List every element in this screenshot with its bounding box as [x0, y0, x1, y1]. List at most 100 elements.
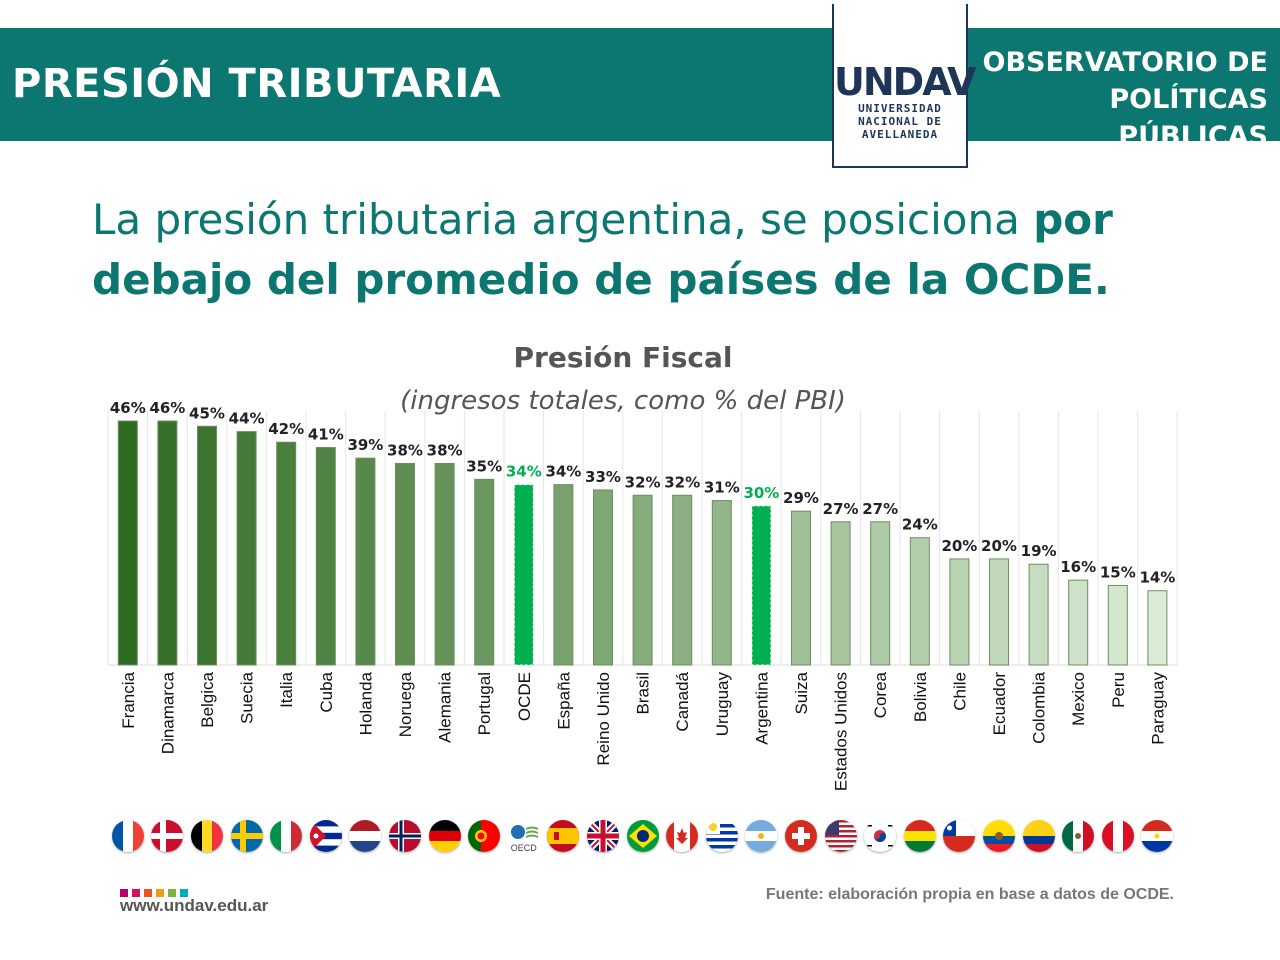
tick-label: Corea — [871, 671, 890, 718]
bar-suiza — [791, 510, 811, 666]
footer-dot — [132, 889, 140, 897]
colombia-flag-icon — [1022, 820, 1055, 852]
data-label: 31% — [704, 479, 740, 497]
bar-portugal — [474, 478, 495, 666]
tick-label: Alemania — [436, 671, 455, 742]
uk-flag-icon — [587, 820, 619, 852]
france-flag-icon — [111, 820, 144, 852]
data-label: 27% — [823, 500, 859, 518]
header-banner — [0, 28, 1280, 141]
bar-reino-unido — [593, 489, 613, 666]
logo-line-2: NACIONAL DE — [858, 115, 942, 128]
bar-corea — [870, 521, 891, 666]
page-title: PRESIÓN TRIBUTARIA — [12, 61, 502, 107]
logo-line-1: UNIVERSIDAD — [858, 102, 942, 115]
tick-label: Bolivia — [911, 671, 930, 722]
tick-label: Uruguay — [713, 672, 732, 737]
bolivia-flag-icon — [903, 820, 936, 852]
bar-holanda — [355, 457, 376, 666]
tick-label: Italia — [277, 671, 296, 707]
chile-flag-icon — [943, 820, 976, 852]
sweden-flag-icon — [230, 820, 263, 852]
uruguay-flag-icon — [705, 820, 738, 852]
ecuador-flag-icon — [983, 820, 1015, 852]
paraguay-flag-icon — [1141, 820, 1174, 852]
data-label: 14% — [1139, 569, 1175, 587]
headline-end: . — [1093, 255, 1110, 304]
footer-dot — [144, 889, 152, 897]
bar-chile — [949, 558, 970, 666]
data-label: 20% — [941, 537, 977, 555]
data-label: 44% — [229, 410, 265, 428]
tick-label: Dinamarca — [158, 671, 177, 754]
data-label: 39% — [347, 436, 383, 454]
data-label: 27% — [862, 500, 898, 518]
bar-colombia — [1028, 563, 1049, 666]
norway-flag-icon — [389, 820, 421, 852]
data-label: 30% — [743, 484, 779, 502]
korea-flag-icon — [864, 820, 897, 852]
tick-label: Argentina — [752, 671, 771, 744]
italy-flag-icon — [270, 820, 303, 852]
bar-estados-unidos — [830, 521, 851, 666]
undav-logo: UNDAV UNIVERSIDAD NACIONAL DE AVELLANEDA — [832, 4, 976, 168]
data-label: 29% — [783, 489, 819, 507]
oecd-logo-icon: OECD — [507, 820, 540, 853]
chart-title: Presión Fiscal — [514, 341, 733, 374]
argentina-flag-icon — [745, 820, 778, 852]
cuba-flag-icon — [309, 820, 342, 852]
portugal-flag-icon — [468, 820, 501, 852]
oecd-label: OECD — [510, 843, 537, 853]
bar-uruguay — [711, 500, 732, 666]
spain-flag-icon — [547, 820, 580, 852]
bar-noruega — [395, 462, 415, 666]
data-label: 24% — [902, 516, 938, 534]
bar-canadá — [672, 494, 693, 666]
tick-label: Colombia — [1030, 671, 1049, 743]
bar-bolivia — [909, 537, 930, 666]
bar-peru — [1107, 584, 1128, 666]
bar-paraguay — [1147, 590, 1168, 666]
bar-argentina — [751, 505, 772, 666]
tick-label: Canadá — [673, 671, 692, 731]
belgium-flag-icon — [191, 820, 223, 852]
bar-cuba — [315, 447, 336, 666]
logo-mark: UNDAV — [834, 60, 976, 104]
footer-source: Fuente: elaboración propia en base a dat… — [765, 886, 1174, 903]
observatorio-line-1: OBSERVATORIO DE — [982, 47, 1269, 78]
bar-ecuador — [989, 558, 1009, 666]
footer-dot — [168, 889, 176, 897]
data-label: 33% — [585, 468, 621, 486]
observatorio-label: OBSERVATORIO DE POLÍTICAS PÚBLICAS — [968, 44, 1269, 155]
tick-label: Chile — [950, 672, 969, 711]
data-label: 46% — [149, 399, 185, 417]
data-label: 35% — [466, 457, 502, 475]
headline-normal: La presión tributaria argentina, se posi… — [92, 195, 1034, 244]
canada-flag-icon — [666, 820, 699, 852]
bar-italia — [276, 441, 297, 666]
netherlands-flag-icon — [349, 820, 382, 852]
denmark-flag-icon — [151, 820, 184, 852]
data-label: 34% — [506, 463, 542, 481]
tick-label: Reino Unido — [594, 672, 613, 766]
tick-label: Suecia — [238, 671, 257, 724]
data-label: 19% — [1021, 542, 1057, 560]
tick-label: Ecuador — [990, 672, 1009, 736]
footer-url[interactable]: www.undav.edu.ar — [120, 896, 269, 915]
data-label: 32% — [664, 473, 700, 491]
bar-alemania — [434, 462, 455, 666]
data-label: 34% — [545, 463, 581, 481]
tick-label: Belgica — [198, 671, 217, 727]
tick-label: Estados Unidos — [832, 672, 851, 791]
bar-españa — [553, 484, 574, 666]
peru-flag-icon — [1101, 820, 1134, 852]
bar-suecia — [236, 431, 257, 666]
bar-francia — [117, 420, 138, 666]
germany-flag-icon — [428, 820, 461, 852]
data-label: 41% — [308, 426, 344, 444]
data-label: 42% — [268, 420, 304, 438]
logo-line-3: AVELLANEDA — [861, 128, 939, 141]
flag-row: OECD — [0, 818, 1280, 858]
data-label: 45% — [189, 404, 225, 422]
tick-label: Cuba — [317, 671, 336, 712]
